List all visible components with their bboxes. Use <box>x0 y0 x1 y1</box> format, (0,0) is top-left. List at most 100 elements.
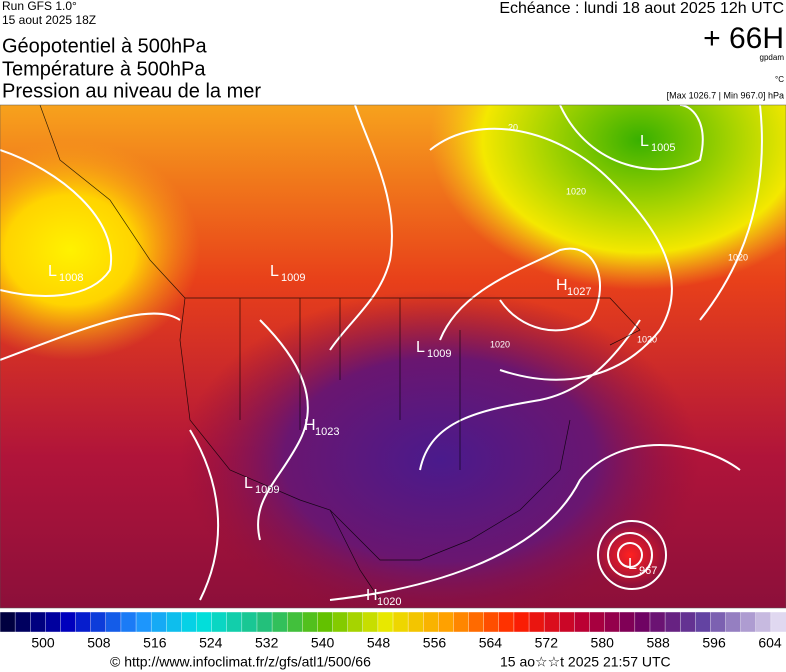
colorbar-tick-label: 540 <box>311 635 335 651</box>
pressure-type: H <box>366 587 378 604</box>
pressure-value: 1005 <box>651 142 675 154</box>
colorbar-swatch <box>468 611 485 633</box>
colorbar-tick-label: 572 <box>535 635 559 651</box>
colorbar-swatch <box>256 611 273 633</box>
colorbar-swatch <box>302 611 319 633</box>
colorbar-swatch <box>634 611 651 633</box>
run-label: Run GFS 1.0° <box>2 0 77 13</box>
contour-label: 1020 <box>728 252 748 262</box>
colorbar-swatch <box>695 611 712 633</box>
colorbar-swatch <box>105 611 122 633</box>
pressure-value: 967 <box>639 565 657 577</box>
colorbar-swatch <box>14 611 31 633</box>
contour-label: 1020 <box>637 334 657 344</box>
colorbar-tick-label: 580 <box>591 635 615 651</box>
colorbar-swatch <box>438 611 455 633</box>
colorbar-swatch <box>770 611 786 633</box>
colorbar-swatch <box>226 611 243 633</box>
colorbar-swatch <box>574 611 591 633</box>
colorbar-tick-label: 556 <box>423 635 447 651</box>
colorbar-swatch <box>196 611 213 633</box>
lead-time: + 66H <box>703 22 784 55</box>
colorbar-swatch <box>166 611 183 633</box>
warm-region <box>0 140 200 360</box>
isobars <box>0 105 763 601</box>
colorbar-tick-label: 596 <box>702 635 726 651</box>
pressure-type: L <box>270 263 279 280</box>
pressure-type: L <box>244 475 253 492</box>
contour-label: 1020 <box>490 339 510 349</box>
colorbar-tick-label: 564 <box>479 635 503 651</box>
colorbar-swatch <box>664 611 681 633</box>
colorbar-swatch <box>453 611 470 633</box>
colorbar-swatch <box>513 611 530 633</box>
colorbar-tick-label: 516 <box>143 635 167 651</box>
colorbar-tick-label: 532 <box>255 635 279 651</box>
pressure-value: 1020 <box>377 596 401 608</box>
colorbar-swatch <box>30 611 47 633</box>
colorbar-tick-label: 548 <box>367 635 391 651</box>
colorbar-swatch <box>211 611 228 633</box>
colorbar-swatch <box>710 611 727 633</box>
title: Géopotentiel à 500hPa <box>2 35 207 57</box>
pressure-value: 1009 <box>255 484 279 496</box>
pressure-extremes: [Max 1026.7 | Min 967.0] hPa <box>667 90 784 100</box>
colorbar-swatch <box>0 611 16 633</box>
colorbar-swatch <box>483 611 500 633</box>
colorbar-swatch <box>740 611 757 633</box>
borders <box>39 105 641 601</box>
colorbar-tick-label: 588 <box>646 635 670 651</box>
generated-time: 15 ao☆☆t 2025 21:57 UTC <box>500 654 671 670</box>
colorbar-swatch <box>45 611 62 633</box>
unit-gpdam: gpdam <box>760 53 785 62</box>
colorbar-swatch <box>90 611 107 633</box>
colorbar-swatch <box>286 611 304 633</box>
colorbar-swatch <box>60 611 77 633</box>
colorbar-swatch <box>589 611 606 633</box>
colorbar-tick-label: 604 <box>758 635 782 651</box>
contour-label: 1020 <box>566 186 586 196</box>
colorbar-tick-label: 500 <box>31 635 55 651</box>
colorbar-swatch <box>362 611 379 633</box>
pressure-type: L <box>640 133 649 150</box>
pressure-value: 1008 <box>59 272 83 284</box>
colorbar-swatch <box>332 611 349 633</box>
colorbar: 500 508 516 524 532 540 548 556 564 572 580 588 596 6… <box>0 611 786 651</box>
colorbar-swatch <box>407 611 424 633</box>
colorbar-tick-label: 524 <box>199 635 223 651</box>
colorbar-swatch <box>150 611 167 633</box>
unit-temp: °C <box>775 75 784 84</box>
colorbar-swatch <box>317 611 334 633</box>
colorbar-swatch <box>498 611 515 633</box>
storm-core <box>595 525 665 585</box>
title: Température à 500hPa <box>2 58 206 80</box>
colorbar-swatch <box>679 611 697 633</box>
colorbar-swatch <box>120 611 137 633</box>
title: Pression au niveau de la mer <box>2 80 261 102</box>
cold-region <box>430 105 786 290</box>
pressure-value: 1023 <box>315 426 339 438</box>
height-region <box>180 290 700 608</box>
pressure-value: 1009 <box>427 348 451 360</box>
colorbar-swatch <box>528 611 545 633</box>
colorbar-swatch <box>559 611 576 633</box>
map-frame <box>0 104 786 609</box>
colorbar-swatch <box>604 611 621 633</box>
source-link: © http://www.infoclimat.fr/z/gfs/atl1/50… <box>110 654 371 670</box>
pressure-type: H <box>556 277 568 294</box>
pressure-type: L <box>628 556 637 573</box>
colorbar-swatch <box>181 611 198 633</box>
colorbar-swatch <box>271 611 288 633</box>
colorbar-swatch <box>619 611 636 633</box>
map <box>0 105 786 608</box>
pressure-type: L <box>416 339 425 356</box>
colorbar-swatch <box>649 611 666 633</box>
pressure-value: 1027 <box>567 286 591 298</box>
colorbar-swatch <box>377 611 394 633</box>
contour-label: 20 <box>508 122 518 132</box>
pressure-type: L <box>48 263 57 280</box>
forecast-time: Echéance : lundi 18 aout 2025 12h UTC <box>499 0 784 17</box>
colorbar-swatch <box>241 611 258 633</box>
colorbar-swatch <box>755 611 772 633</box>
